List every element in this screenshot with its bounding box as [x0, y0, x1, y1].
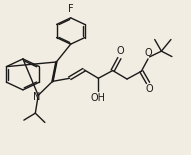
Text: O: O [117, 46, 124, 56]
Text: O: O [145, 48, 152, 58]
Text: O: O [146, 84, 153, 94]
Text: F: F [68, 4, 74, 14]
Text: N: N [33, 92, 40, 102]
Text: OH: OH [91, 93, 106, 103]
